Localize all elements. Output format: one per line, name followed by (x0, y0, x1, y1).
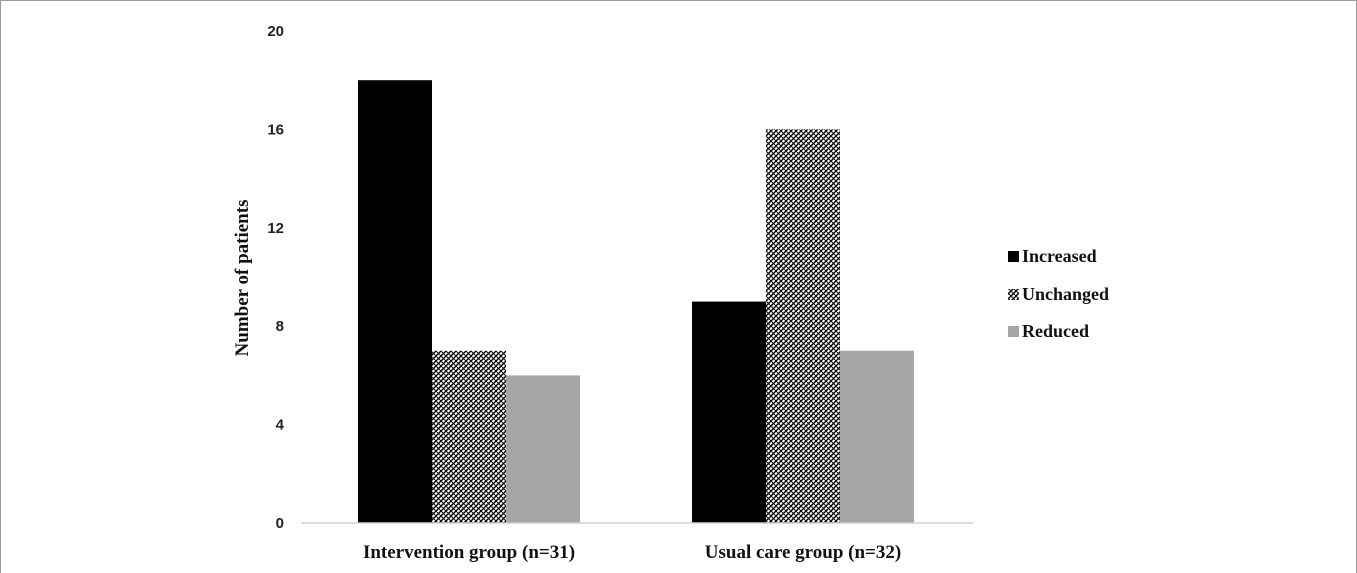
bar-reduced-usual (840, 350, 914, 523)
bar-unchanged-intervention (432, 350, 506, 523)
legend: Increased Unchanged Reduced (1008, 246, 1109, 341)
bar-increased-usual (692, 301, 766, 523)
y-axis: 0 4 8 12 16 20 (267, 23, 284, 532)
legend-swatch-unchanged (1008, 289, 1019, 300)
bar-reduced-intervention (506, 375, 580, 523)
y-tick-label-0: 0 (276, 515, 284, 532)
legend-label-increased: Increased (1022, 246, 1097, 266)
legend-swatch-reduced (1008, 326, 1019, 337)
y-tick-label-20: 20 (267, 23, 284, 40)
y-tick-label-16: 16 (267, 121, 284, 138)
x-axis-labels: Intervention group (n=31) Usual care grou… (363, 542, 901, 563)
y-tick-label-4: 4 (276, 417, 285, 434)
y-axis-title: Number of patients (232, 200, 253, 357)
legend-swatch-increased (1008, 251, 1019, 262)
bar-increased-intervention (358, 80, 432, 523)
x-category-label-0: Intervention group (n=31) (363, 542, 575, 563)
x-category-label-1: Usual care group (n=32) (705, 542, 901, 563)
bars-group (358, 80, 914, 523)
y-tick-label-8: 8 (276, 318, 284, 335)
y-tick-label-12: 12 (267, 220, 284, 237)
legend-label-reduced: Reduced (1022, 321, 1089, 341)
bar-unchanged-usual (766, 129, 840, 523)
legend-label-unchanged: Unchanged (1022, 284, 1109, 304)
